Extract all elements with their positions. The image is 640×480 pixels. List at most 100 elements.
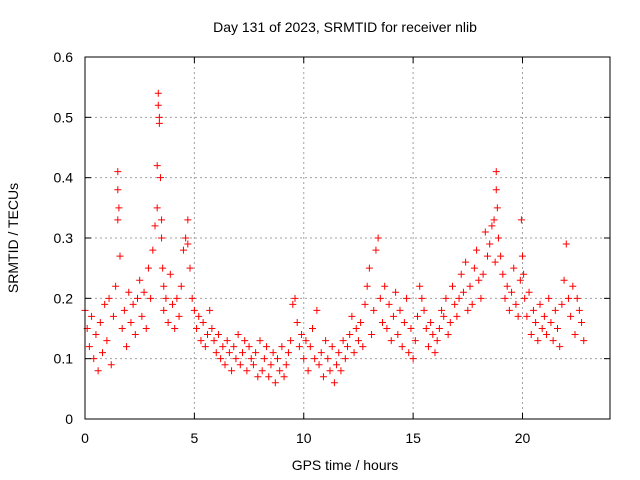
data-point — [284, 349, 292, 357]
data-point — [90, 355, 98, 363]
data-point — [155, 119, 163, 127]
data-point — [394, 331, 402, 339]
data-point — [418, 294, 426, 302]
data-point — [158, 234, 166, 242]
data-point — [153, 204, 161, 212]
data-point — [175, 312, 183, 320]
data-point — [155, 113, 163, 121]
data-point — [221, 361, 229, 369]
data-point — [156, 174, 164, 182]
data-point — [514, 312, 522, 320]
data-point — [499, 270, 507, 278]
data-point — [302, 337, 310, 345]
data-point — [567, 312, 575, 320]
data-point — [88, 312, 96, 320]
data-point — [405, 349, 413, 357]
data-point — [497, 252, 505, 260]
data-point — [337, 367, 345, 375]
data-point — [549, 337, 557, 345]
data-point — [481, 228, 489, 236]
data-point — [519, 252, 526, 260]
x-tick-label: 5 — [190, 430, 198, 446]
data-point — [525, 288, 533, 296]
data-point — [424, 343, 432, 351]
data-point — [370, 306, 378, 314]
data-point — [475, 276, 483, 284]
data-point — [118, 325, 126, 332]
data-point — [249, 361, 257, 369]
data-point — [127, 318, 135, 326]
data-point — [501, 294, 509, 302]
data-point — [451, 300, 459, 308]
data-point — [527, 331, 535, 339]
data-point — [319, 373, 327, 381]
data-point — [339, 337, 347, 345]
data-point — [435, 325, 443, 332]
data-point — [429, 331, 437, 339]
data-point — [517, 216, 525, 224]
data-point — [387, 337, 395, 345]
data-point — [508, 288, 516, 296]
data-point — [208, 325, 216, 332]
data-point — [328, 343, 336, 351]
data-point — [350, 349, 358, 357]
data-point — [173, 294, 181, 302]
data-point — [204, 331, 211, 339]
data-point — [258, 367, 266, 375]
data-point — [433, 337, 441, 345]
data-point — [271, 379, 279, 387]
data-point — [564, 294, 572, 302]
data-point — [197, 337, 205, 345]
data-point — [115, 204, 123, 212]
data-point — [440, 312, 448, 320]
data-point — [486, 240, 494, 248]
data-point — [398, 343, 406, 351]
data-point — [363, 282, 371, 290]
data-point — [383, 325, 391, 332]
data-point — [510, 264, 518, 272]
data-point — [529, 306, 537, 314]
data-point — [516, 276, 524, 284]
data-point — [493, 204, 501, 212]
data-point — [179, 246, 187, 254]
data-point — [85, 343, 93, 351]
data-point — [354, 337, 362, 345]
data-point — [571, 331, 579, 339]
data-point — [123, 343, 131, 351]
data-point — [136, 276, 144, 284]
data-point — [326, 367, 334, 375]
data-point — [477, 294, 485, 302]
data-point — [267, 361, 275, 369]
data-point — [505, 306, 513, 314]
data-point — [409, 355, 417, 363]
data-point — [372, 246, 380, 254]
data-point — [449, 282, 456, 290]
y-tick-label: 0 — [65, 411, 73, 427]
data-point — [357, 318, 365, 326]
data-point — [341, 355, 349, 363]
data-point — [287, 337, 295, 345]
data-point — [129, 300, 137, 308]
data-point — [457, 270, 465, 278]
data-point — [188, 294, 196, 302]
data-point — [558, 300, 566, 308]
data-point — [534, 337, 542, 345]
data-point — [309, 325, 316, 332]
data-point — [186, 264, 194, 272]
x-tick-label: 0 — [81, 430, 89, 446]
data-point — [492, 186, 500, 194]
data-point — [298, 331, 306, 339]
data-point — [159, 264, 167, 272]
data-point — [352, 325, 360, 332]
data-point — [573, 294, 581, 302]
data-point — [446, 318, 454, 326]
data-point — [219, 343, 227, 351]
data-point — [114, 168, 122, 176]
data-point — [201, 343, 209, 351]
data-point — [125, 288, 133, 296]
data-point — [523, 312, 531, 320]
data-point — [263, 343, 271, 351]
data-points — [81, 89, 588, 387]
data-point — [160, 306, 168, 314]
x-tick-label: 10 — [296, 430, 312, 446]
